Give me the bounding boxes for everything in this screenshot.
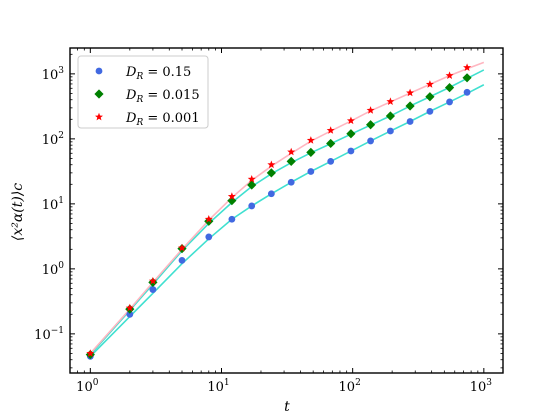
legend-box (77, 55, 209, 129)
y-tick-label: 101 (42, 196, 64, 213)
data-point-star (247, 174, 256, 183)
data-point-diamond (425, 92, 435, 102)
data-point-star (463, 63, 472, 71)
data-point-diamond (286, 156, 296, 167)
data-point-diamond (365, 120, 376, 130)
data-point-star (346, 116, 355, 125)
data-point-star (227, 192, 236, 200)
data-point-star (366, 106, 375, 114)
data-point-diamond (444, 82, 455, 93)
legend: DR = 0.15 DR = 0.015 DR = 0.001 (77, 55, 209, 129)
legend-marker-star (95, 112, 103, 121)
legend-label: DR = 0.15 (125, 65, 191, 82)
legend-marker-diamond (94, 89, 104, 99)
data-point-circle (248, 202, 256, 210)
tick-labels: 100 101 102 103 10−1 100 101 102 103 (34, 66, 492, 395)
data-point-circle (307, 168, 315, 175)
data-point-diamond (405, 101, 415, 111)
x-tick-label: 100 (76, 378, 99, 395)
data-point-diamond (306, 147, 316, 157)
legend-label: DR = 0.015 (125, 88, 200, 105)
data-point-star (425, 80, 434, 88)
data-point-star (386, 97, 395, 105)
data-point-circle (228, 215, 236, 223)
data-point-circle (426, 107, 434, 115)
data-point-star (406, 88, 415, 97)
data-point-circle (387, 127, 394, 135)
legend-label: DR = 0.001 (125, 111, 200, 128)
data-point-star (306, 136, 315, 144)
y-tick-label: 103 (42, 66, 65, 83)
axis-ticks (69, 48, 503, 373)
data-point-circle (406, 118, 414, 125)
data-point-diamond (462, 73, 472, 83)
legend-marker-circle (95, 67, 103, 75)
data-markers (85, 63, 472, 360)
x-tick-label: 102 (339, 378, 361, 395)
y-tick-label: 100 (42, 261, 65, 278)
y-tick-label: 102 (42, 131, 64, 148)
data-point-diamond (227, 196, 237, 206)
data-point-diamond (326, 138, 336, 149)
data-point-star (86, 349, 95, 357)
data-point-star (125, 303, 134, 312)
data-point-diamond (346, 129, 356, 139)
y-tick-label: 10−1 (34, 326, 64, 343)
data-point-circle (205, 233, 213, 241)
data-point-circle (347, 147, 355, 155)
data-point-diamond (247, 180, 257, 190)
y-axis-label: ⟨x²α(t)⟩c (10, 183, 26, 241)
data-point-circle (367, 137, 374, 145)
data-point-star (445, 71, 454, 80)
data-point-circle (287, 178, 295, 186)
data-point-circle (463, 88, 471, 96)
x-tick-label: 101 (207, 378, 229, 395)
data-point-diamond (266, 168, 276, 178)
data-point-star (148, 276, 157, 285)
data-point-circle (446, 98, 453, 106)
data-point-diamond (385, 111, 396, 121)
x-tick-label: 103 (470, 378, 493, 395)
data-point-circle (267, 190, 275, 198)
data-point-star (267, 160, 276, 169)
data-point-star (204, 215, 213, 223)
data-point-circle (126, 310, 134, 318)
data-point-circle (327, 158, 335, 165)
data-point-star (287, 147, 296, 156)
data-point-circle (178, 256, 186, 264)
x-axis-label: t (284, 399, 290, 415)
data-point-star (178, 243, 186, 252)
data-point-star (326, 126, 335, 134)
data-point-circle (149, 286, 157, 293)
